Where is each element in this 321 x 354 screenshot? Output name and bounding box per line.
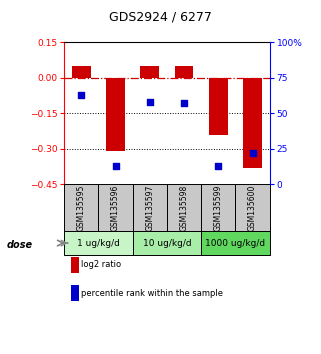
Bar bbox=[72, 66, 91, 78]
Bar bbox=[106, 78, 125, 151]
Point bbox=[181, 101, 187, 106]
Point bbox=[147, 99, 152, 105]
Point bbox=[113, 163, 118, 169]
Bar bbox=[201, 184, 235, 231]
Text: GSM135596: GSM135596 bbox=[111, 184, 120, 231]
Text: log2 ratio: log2 ratio bbox=[81, 260, 121, 269]
Text: GSM135595: GSM135595 bbox=[77, 184, 86, 231]
Bar bbox=[64, 231, 133, 255]
Point bbox=[216, 163, 221, 169]
Bar bbox=[133, 184, 167, 231]
Bar bbox=[175, 66, 194, 78]
Text: 1000 ug/kg/d: 1000 ug/kg/d bbox=[205, 239, 265, 247]
Text: percentile rank within the sample: percentile rank within the sample bbox=[81, 289, 223, 298]
Text: 1 ug/kg/d: 1 ug/kg/d bbox=[77, 239, 120, 247]
Point bbox=[79, 92, 84, 98]
Text: GSM135599: GSM135599 bbox=[214, 184, 223, 231]
Point bbox=[250, 150, 255, 156]
Text: GDS2924 / 6277: GDS2924 / 6277 bbox=[109, 10, 212, 23]
Bar bbox=[235, 184, 270, 231]
Text: GSM135598: GSM135598 bbox=[179, 184, 188, 231]
Bar bbox=[243, 78, 262, 167]
Bar bbox=[167, 184, 201, 231]
Text: GSM135597: GSM135597 bbox=[145, 184, 154, 231]
Text: 10 ug/kg/d: 10 ug/kg/d bbox=[143, 239, 191, 247]
Bar bbox=[201, 231, 270, 255]
Bar bbox=[64, 184, 99, 231]
Text: GSM135600: GSM135600 bbox=[248, 184, 257, 231]
Text: dose: dose bbox=[6, 240, 32, 250]
Bar bbox=[140, 66, 159, 78]
Bar bbox=[133, 231, 201, 255]
Bar bbox=[209, 78, 228, 135]
Bar bbox=[99, 184, 133, 231]
